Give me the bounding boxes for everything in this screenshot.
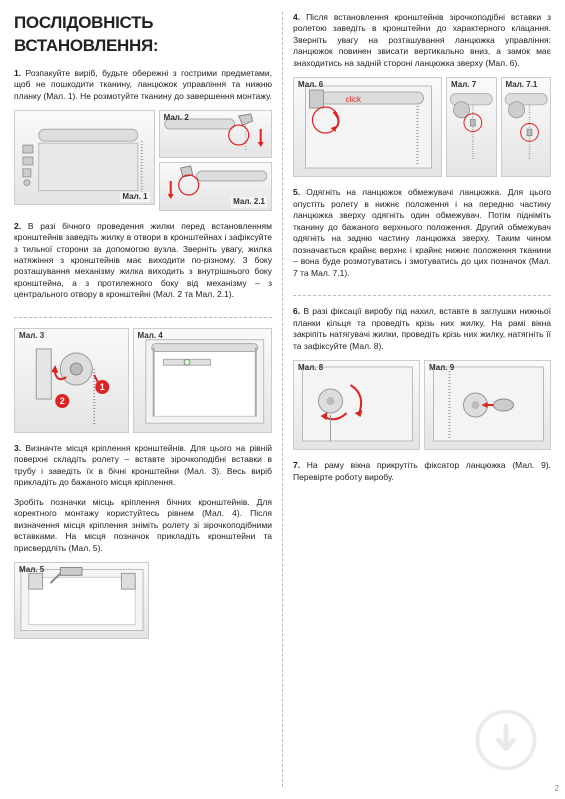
figure-3-svg: 2 1 xyxy=(15,329,128,429)
right-divider-1 xyxy=(293,295,551,296)
figure-7: Мал. 7 xyxy=(446,77,497,177)
step-5-text: 5. Одягніть на ланцюжок обмежувачі ланцю… xyxy=(293,187,551,279)
step-3a-text: 3. Визначте місця кріплення кронштейнів.… xyxy=(14,443,272,489)
figure-4: Мал. 4 xyxy=(133,328,273,433)
figure-5: Мал. 5 xyxy=(14,562,149,639)
figure-8: Мал. 8 xyxy=(293,360,420,450)
figure-9-label: Мал. 9 xyxy=(429,363,454,374)
page-root: ПОСЛІДОВНІСТЬ ВСТАНОВЛЕННЯ: 1. Розпакуйт… xyxy=(0,0,565,799)
figure-3: 2 1 Мал. 3 xyxy=(14,328,129,433)
fig-row-5: Мал. 8 Мал. 9 xyxy=(293,360,551,450)
figure-9: Мал. 9 xyxy=(424,360,551,450)
step-7-text: 7. На раму вікна прикрутіть фіксатор лан… xyxy=(293,460,551,483)
figure-71-svg xyxy=(502,78,551,173)
figure-6: click Мал. 6 xyxy=(293,77,442,177)
figure-4-label: Мал. 4 xyxy=(138,331,163,342)
page-title: ПОСЛІДОВНІСТЬ ВСТАНОВЛЕННЯ: xyxy=(14,12,272,58)
svg-text:2: 2 xyxy=(60,396,65,406)
figure-2: Мал. 2 xyxy=(159,110,272,158)
page-number: 2 xyxy=(555,784,559,795)
figure-1-svg xyxy=(15,111,154,201)
fig-6-side: Мал. 7 Мал. 7.1 xyxy=(446,77,551,177)
figure-21: Мал. 2.1 xyxy=(159,162,272,210)
figure-21-label: Мал. 2.1 xyxy=(231,197,267,208)
figure-1-label: Мал. 1 xyxy=(120,192,149,203)
step-1-text: 1. Розпакуйте виріб, будьте обережні з г… xyxy=(14,68,272,102)
left-column: ПОСЛІДОВНІСТЬ ВСТАНОВЛЕННЯ: 1. Розпакуйт… xyxy=(14,12,283,787)
step-4-text: 4. Після встановлення кронштейнів зірочк… xyxy=(293,12,551,69)
right-column: 4. Після встановлення кронштейнів зірочк… xyxy=(283,12,551,787)
figure-5-label: Мал. 5 xyxy=(19,565,44,576)
figure-8-label: Мал. 8 xyxy=(298,363,323,374)
figure-71: Мал. 7.1 xyxy=(501,77,552,177)
figure-2-label: Мал. 2 xyxy=(164,113,189,124)
figure-4-svg xyxy=(134,329,272,429)
left-divider-1 xyxy=(14,317,272,318)
figure-7-label: Мал. 7 xyxy=(451,80,476,91)
svg-text:1: 1 xyxy=(100,382,105,392)
step-2-text: 2. В разі бічного проведення жилки перед… xyxy=(14,221,272,301)
figure-71-label: Мал. 7.1 xyxy=(506,80,538,91)
fig-row-2: 2 1 Мал. 3 Мал. 4 xyxy=(14,328,272,433)
fig-row-3: Мал. 5 xyxy=(14,562,272,639)
figure-1: Мал. 1 xyxy=(14,110,155,205)
figure-7-svg xyxy=(447,78,496,173)
watermark xyxy=(475,709,537,771)
step-3b-text: Зробіть позначки місць кріплення бічних … xyxy=(14,497,272,554)
step-6-text: 6. В разі фіксації виробу під нахил, вст… xyxy=(293,306,551,352)
fig-row-4: click Мал. 6 Мал. 7 xyxy=(293,77,551,177)
fig-row-1: Мал. 1 Мал. 2 xyxy=(14,110,272,210)
figure-6-svg: click xyxy=(294,78,441,173)
fig-1-side: Мал. 2 Мал. 2.1 xyxy=(159,110,272,210)
figure-3-label: Мал. 3 xyxy=(19,331,44,342)
click-label: click xyxy=(346,95,363,104)
figure-6-label: Мал. 6 xyxy=(298,80,323,91)
